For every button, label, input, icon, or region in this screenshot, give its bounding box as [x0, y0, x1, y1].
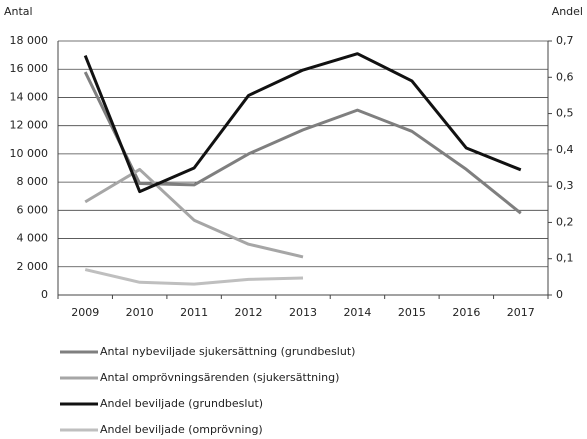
x-tick-label: 2015 — [398, 306, 426, 319]
x-tick-label: 2014 — [343, 306, 371, 319]
series-line — [83, 71, 522, 215]
series-line — [83, 52, 522, 194]
legend-label: Andel beviljade (grundbeslut) — [100, 397, 263, 410]
y2-tick-label: 0,3 — [556, 179, 574, 192]
x-tick-label: 2010 — [126, 306, 154, 319]
y-tick-label: 16 000 — [10, 62, 49, 75]
y-tick-label: 4 000 — [17, 232, 49, 245]
series-line — [84, 167, 304, 259]
x-tick-label: 2009 — [71, 306, 99, 319]
x-tick-label: 2017 — [507, 306, 535, 319]
y2-tick-label: 0,7 — [556, 34, 574, 47]
y-tick-label: 8 000 — [17, 175, 49, 188]
y2-axis-title: Andel — [552, 5, 583, 18]
y-tick-label: 18 000 — [10, 34, 49, 47]
y2-tick-label: 0,5 — [556, 107, 574, 120]
y-tick-label: 12 000 — [10, 119, 49, 132]
y-axis-title: Antal — [4, 5, 33, 18]
y2-tick-label: 0 — [556, 288, 563, 301]
legend-label: Antal nybeviljade sjukersättning (grundb… — [100, 345, 355, 358]
legend-label: Andel beviljade (omprövning) — [100, 423, 263, 436]
y-tick-label: 6 000 — [17, 203, 49, 216]
y-tick-label: 14 000 — [10, 90, 49, 103]
y2-tick-label: 0,4 — [556, 143, 574, 156]
y2-tick-label: 0,1 — [556, 252, 574, 265]
legend-label: Antal omprövningsärenden (sjukersättning… — [100, 371, 339, 384]
y-tick-label: 2 000 — [17, 260, 49, 273]
y2-tick-label: 0,6 — [556, 70, 574, 83]
y2-tick-label: 0,2 — [556, 215, 574, 228]
x-tick-label: 2012 — [235, 306, 263, 319]
x-tick-label: 2013 — [289, 306, 317, 319]
series-line — [84, 268, 304, 286]
y-tick-label: 10 000 — [10, 147, 49, 160]
x-tick-label: 2011 — [180, 306, 208, 319]
x-tick-label: 2016 — [452, 306, 480, 319]
y-tick-label: 0 — [41, 288, 48, 301]
